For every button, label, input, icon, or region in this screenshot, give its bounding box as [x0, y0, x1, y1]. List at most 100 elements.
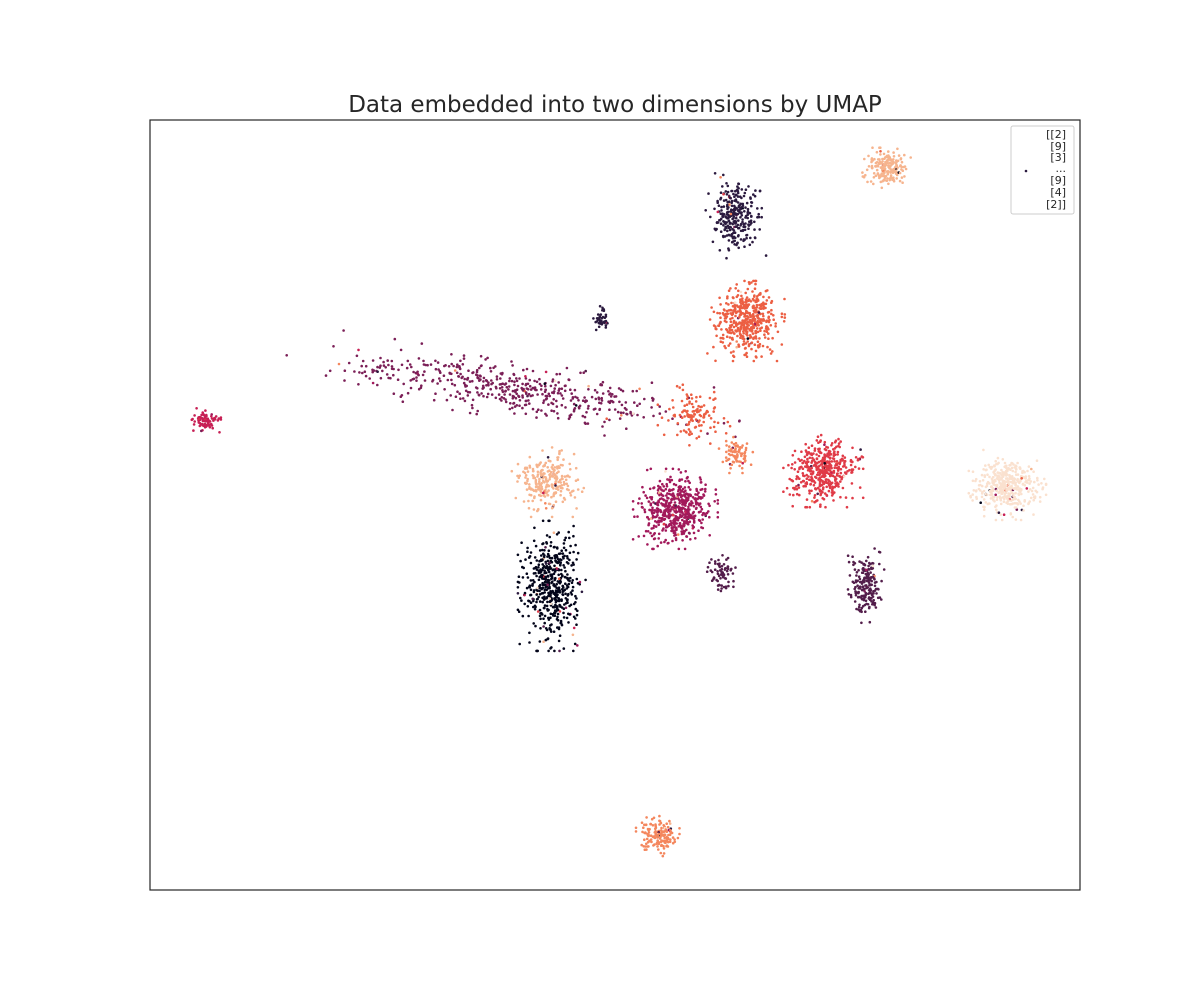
data-point [547, 549, 551, 552]
data-point [482, 394, 485, 398]
data-point [681, 531, 684, 535]
legend-line-7: [2]] [1043, 198, 1066, 211]
data-point [673, 840, 677, 844]
data-point [740, 188, 744, 191]
data-point [971, 493, 974, 496]
data-point [679, 491, 682, 495]
data-point [674, 504, 677, 507]
data-point [753, 194, 757, 198]
data-point [534, 488, 537, 492]
data-point [549, 472, 552, 476]
data-point [542, 640, 545, 643]
data-point [669, 493, 673, 496]
data-point [747, 281, 751, 284]
data-point [739, 216, 742, 219]
data-point [859, 448, 862, 451]
data-point [456, 363, 459, 367]
data-point [744, 216, 747, 219]
data-point [406, 391, 410, 395]
data-point [538, 640, 542, 643]
data-point [702, 416, 705, 419]
data-point [758, 337, 761, 340]
data-point [544, 388, 547, 392]
data-point [559, 481, 562, 484]
data-point [645, 496, 649, 500]
data-point [516, 480, 519, 483]
data-point [722, 313, 725, 316]
data-point [717, 583, 721, 587]
data-point [793, 461, 797, 464]
data-point [582, 486, 586, 490]
data-point [364, 364, 368, 368]
data-point [361, 371, 364, 375]
data-point [679, 471, 683, 474]
data-point [597, 321, 601, 325]
data-point [522, 368, 525, 372]
data-point [722, 417, 726, 420]
data-point [722, 421, 726, 425]
data-point [759, 329, 762, 333]
data-point [549, 612, 553, 616]
data-point [554, 554, 557, 557]
data-point [393, 337, 397, 341]
data-point [785, 486, 789, 490]
data-point [517, 476, 521, 480]
legend-line-6: [4] [1047, 186, 1066, 199]
data-point [750, 347, 753, 351]
data-point [564, 592, 567, 596]
data-point [574, 543, 577, 547]
data-point [766, 326, 769, 329]
data-point [487, 381, 490, 384]
data-point [548, 586, 551, 590]
data-point [734, 314, 737, 318]
data-point [712, 398, 715, 402]
data-point [562, 647, 566, 650]
data-point [651, 508, 654, 512]
data-point [865, 559, 868, 563]
data-point [730, 441, 734, 444]
data-point [656, 836, 659, 839]
data-point [790, 478, 793, 482]
data-point [753, 220, 756, 224]
data-point [551, 402, 555, 406]
data-point [712, 410, 715, 413]
data-point [550, 495, 553, 499]
data-point [581, 414, 585, 418]
data-point [662, 489, 665, 493]
data-point [558, 591, 562, 594]
data-point [563, 566, 566, 569]
data-point [1016, 479, 1019, 482]
data-point [646, 543, 649, 546]
data-point [723, 568, 727, 571]
data-point [551, 506, 554, 510]
data-point [844, 496, 848, 499]
data-point [611, 393, 614, 396]
data-point [739, 224, 742, 227]
data-point [831, 485, 834, 489]
data-point [682, 513, 686, 516]
data-point [754, 279, 758, 283]
data-point [854, 593, 858, 597]
data-point [852, 560, 855, 564]
data-point [713, 568, 717, 571]
data-point [868, 561, 871, 565]
data-point [553, 605, 556, 609]
data-point [808, 492, 811, 495]
data-point [823, 458, 826, 462]
data-point [764, 302, 768, 306]
data-point [417, 387, 421, 391]
data-point [733, 199, 737, 202]
data-point [559, 489, 563, 493]
data-point [667, 509, 671, 513]
data-point [722, 563, 726, 566]
data-point [709, 569, 713, 572]
data-point [835, 466, 839, 470]
data-point [710, 558, 713, 561]
data-point [572, 452, 576, 456]
data-point [715, 221, 719, 224]
data-point [699, 478, 702, 481]
data-point [863, 576, 867, 580]
data-point [688, 493, 692, 497]
data-point [668, 488, 671, 492]
data-point [396, 378, 400, 382]
